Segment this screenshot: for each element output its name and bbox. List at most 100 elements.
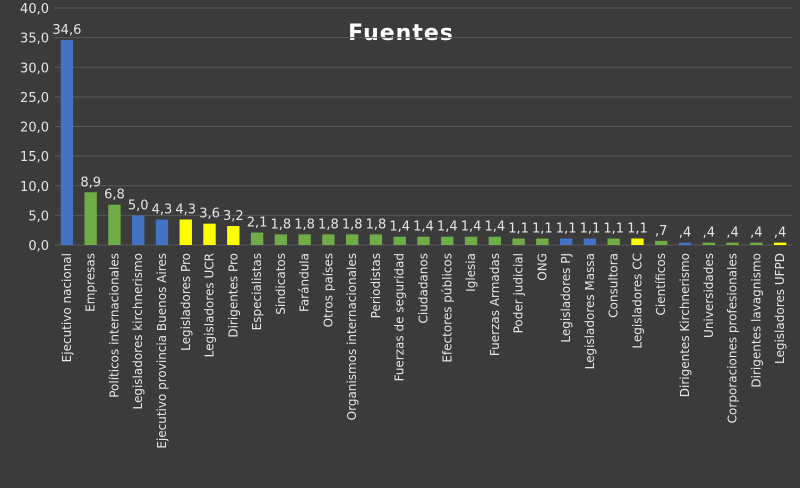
x-tick-label: Periodistas: [369, 253, 383, 318]
x-tick-label: Legisladores kirchnerismo: [131, 253, 145, 410]
bar: [155, 219, 169, 245]
bar: [750, 242, 763, 245]
y-tick-label: 30,0: [20, 61, 49, 76]
data-label: ,4: [774, 226, 786, 241]
data-label: 1,1: [603, 221, 624, 236]
bar: [655, 240, 668, 245]
bar: [726, 242, 739, 245]
x-tick-label: Legisladores PJ: [559, 253, 573, 343]
x-tick-label: Corporaciones profesionales: [726, 253, 740, 423]
data-label: 1,4: [437, 220, 458, 235]
data-label: 1,8: [318, 217, 339, 232]
bar: [583, 238, 597, 245]
bar: [132, 215, 145, 245]
bar: [369, 234, 383, 245]
y-tick-label: 25,0: [20, 91, 49, 106]
grid-lines: [55, 7, 792, 246]
bar: [512, 238, 525, 245]
x-tick-label: Organismos internacionales: [345, 253, 359, 420]
x-tick-label: Iglesia: [464, 253, 478, 292]
bar: [417, 236, 430, 245]
x-tick-label: Otros países: [321, 253, 335, 327]
data-label: 5,0: [128, 198, 149, 213]
x-tick-label: Científicos: [654, 253, 668, 316]
y-tick-label: 40,0: [20, 2, 49, 17]
chart-title: Fuentes: [348, 21, 454, 46]
x-axis: Ejecutivo nacional Empresas Políticos inte…: [60, 253, 787, 449]
data-label: 1,1: [532, 221, 553, 236]
bar: [298, 234, 311, 245]
data-label: ,4: [703, 226, 715, 241]
x-tick-label: Poder judicial: [512, 253, 526, 333]
x-tick-label: Ciudadanos: [417, 253, 431, 323]
bar: [607, 238, 620, 245]
x-tick-label: ONG: [535, 253, 549, 281]
x-tick-label: Empresas: [84, 253, 98, 312]
data-label: 6,8: [104, 188, 125, 203]
data-label: 1,8: [271, 217, 292, 232]
x-tick-label: Dirigentes lavagnismo: [749, 253, 763, 388]
bar: [773, 242, 787, 245]
y-tick-label: 35,0: [20, 32, 49, 47]
data-label: 3,2: [223, 209, 244, 224]
bar: [345, 234, 359, 245]
data-label: 1,8: [366, 217, 387, 232]
data-label: 1,1: [627, 221, 648, 236]
data-label: 1,4: [413, 220, 434, 235]
data-label: 1,4: [389, 220, 410, 235]
y-tick-label: 10,0: [20, 180, 49, 195]
x-tick-label: Legisladores CC: [630, 253, 644, 349]
data-label: 1,1: [508, 221, 529, 236]
data-label: 34,6: [52, 23, 81, 38]
x-tick-label: Legisladores Massa: [583, 253, 597, 369]
x-tick-label: Fuerzas de seguridad: [393, 253, 407, 381]
x-tick-label: Legisladores UCR: [203, 253, 217, 357]
x-tick-label: Universidades: [702, 253, 716, 338]
data-label: ,4: [679, 226, 691, 241]
data-label: 1,8: [294, 217, 315, 232]
data-label: 4,3: [152, 203, 173, 218]
bar: [393, 236, 406, 245]
x-tick-label: Farándula: [298, 253, 312, 312]
x-tick-label: Efectores públicos: [440, 253, 454, 363]
bar: [536, 238, 549, 245]
data-label: ,4: [726, 226, 738, 241]
bar: [631, 238, 644, 245]
x-tick-label: Sindicatos: [274, 253, 288, 315]
data-label: 2,1: [247, 216, 268, 231]
x-tick-label: Ejecutivo provincia Buenos Aires: [155, 253, 169, 449]
x-tick-label: Consultora: [607, 253, 621, 318]
y-tick-label: 0,0: [28, 239, 49, 254]
y-tick-label: 20,0: [20, 121, 49, 136]
bar: [441, 236, 454, 245]
bar: [464, 236, 478, 245]
x-tick-label: Ejecutivo nacional: [60, 253, 74, 362]
data-label: 1,4: [484, 220, 505, 235]
data-label: 1,1: [556, 221, 577, 236]
bar: [702, 242, 715, 245]
y-axis: 0,0 5,0 10,0 15,0 20,0 25,0 30,0 35,0 40,0: [20, 2, 49, 254]
x-tick-label: Legisladores UFPD: [773, 253, 787, 364]
bar: [322, 234, 335, 245]
bar: [203, 223, 216, 245]
bars: [60, 39, 787, 246]
y-tick-label: 5,0: [28, 209, 49, 224]
x-tick-label: Legisladores Pro: [179, 253, 193, 351]
data-label: ,7: [655, 224, 667, 239]
data-label: 8,9: [80, 175, 101, 190]
bar: [108, 204, 121, 245]
x-tick-label: Dirigentes Pro: [226, 253, 240, 338]
bar: [60, 39, 74, 246]
bar: [488, 236, 502, 245]
x-tick-label: Especialistas: [250, 253, 264, 330]
data-label: ,4: [750, 226, 762, 241]
bar: [559, 238, 573, 245]
bar: [274, 234, 288, 245]
x-tick-label: Dirigentes Kirchnerismo: [678, 253, 692, 397]
data-label: 3,6: [199, 207, 220, 222]
x-tick-label: Fuerzas Armadas: [488, 253, 502, 356]
data-label: 1,1: [580, 221, 601, 236]
data-label: 1,8: [342, 217, 363, 232]
data-labels: 34,68,96,85,0 4,3 4,3 3,6 3,2 2,1 1,8 1,8 1,8 1,8…: [52, 23, 786, 241]
